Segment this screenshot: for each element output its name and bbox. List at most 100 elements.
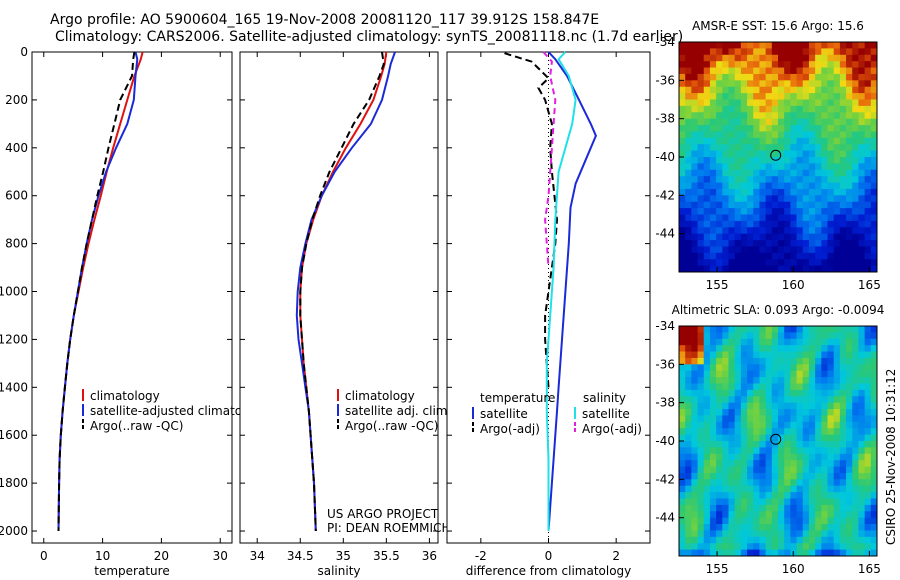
map-cell [734, 188, 742, 196]
map-cell [747, 246, 754, 254]
map-cell [709, 396, 717, 404]
map-cell [759, 370, 767, 378]
map-cell [852, 485, 859, 493]
map-cell [679, 73, 686, 81]
map-cell [846, 265, 853, 273]
map-cell [858, 67, 866, 75]
map-cell [808, 105, 816, 113]
map-cell [771, 472, 779, 480]
map-cell [722, 345, 729, 352]
map-cell [790, 402, 797, 410]
map-cell [703, 364, 711, 372]
map-cell [790, 227, 797, 235]
map-cell [740, 498, 748, 506]
map-cell [679, 163, 686, 171]
y-tick-label: -38 [655, 112, 675, 126]
map-cell [870, 524, 878, 531]
map-cell [864, 498, 872, 506]
map-cell [740, 511, 748, 519]
map-cell [796, 396, 804, 404]
map-cell [679, 377, 686, 384]
map-cell [765, 169, 773, 177]
map-cell [808, 402, 816, 410]
map-cell [833, 246, 841, 254]
map-cell [808, 67, 816, 75]
map-cell [728, 415, 736, 423]
map-cell [740, 530, 748, 538]
map-cell [740, 421, 748, 429]
map-cell [858, 415, 866, 423]
map-cell [722, 530, 729, 538]
map-cell [722, 492, 729, 499]
map-cell [771, 370, 779, 378]
map-cell [790, 351, 797, 359]
map-cell [802, 176, 810, 183]
map-cell [728, 377, 736, 384]
map-cell [802, 364, 810, 372]
map-cell [679, 176, 686, 183]
map-cell [685, 345, 692, 352]
map-cell [753, 543, 760, 551]
map-cell [697, 42, 705, 49]
map-cell [815, 169, 822, 177]
map-cell [747, 227, 754, 235]
map-cell [778, 498, 785, 506]
map-cell [679, 428, 686, 436]
map-cell [759, 93, 767, 100]
map-cell [802, 530, 810, 538]
map-cell [771, 453, 779, 461]
y-tick-label: -40 [655, 150, 675, 164]
map-cell [870, 498, 878, 506]
map-cell [703, 396, 711, 404]
map-cell [753, 434, 760, 442]
map-cell [759, 125, 767, 132]
map-cell [802, 351, 810, 359]
map-cell [716, 549, 723, 557]
map-cell [802, 163, 810, 171]
map-cell [753, 357, 760, 365]
map-cell [734, 409, 742, 416]
map-cell [864, 536, 872, 544]
map-cell [821, 466, 828, 474]
map-cell [839, 125, 847, 132]
map-cell [716, 201, 723, 209]
map-cell [740, 357, 748, 365]
map-cell [796, 377, 804, 384]
map-cell [808, 447, 816, 455]
map-cell [679, 549, 686, 557]
map-cell [778, 326, 785, 333]
map-cell [728, 332, 736, 340]
map-cell [697, 351, 705, 359]
map-cell [728, 125, 736, 132]
map-cell [740, 144, 748, 152]
map-cell [790, 252, 797, 260]
map-cell [697, 472, 705, 480]
map-cell [722, 61, 729, 68]
map-cell [808, 351, 816, 359]
map-cell [759, 42, 767, 49]
map-cell [827, 163, 835, 171]
map-cell [852, 137, 859, 145]
map-cell [765, 48, 773, 56]
map-cell [747, 453, 754, 461]
map-cell [790, 42, 797, 49]
map-cell [716, 131, 723, 139]
map-cell [679, 396, 686, 404]
map-cell [734, 246, 742, 254]
map-cell [778, 125, 785, 132]
map-cell [815, 125, 822, 132]
map-cell [808, 176, 816, 183]
map-cell [759, 338, 767, 346]
map-cell [771, 233, 779, 241]
map-cell [728, 357, 736, 365]
map-cell [839, 338, 847, 346]
map-cell [870, 182, 878, 190]
map-cell [716, 479, 723, 487]
map-cell [740, 201, 748, 209]
map-cell [864, 485, 872, 493]
map-cell [790, 332, 797, 340]
map-cell [771, 125, 779, 132]
map-cell [771, 377, 779, 384]
map-cell [802, 157, 810, 164]
map-cell [790, 377, 797, 384]
